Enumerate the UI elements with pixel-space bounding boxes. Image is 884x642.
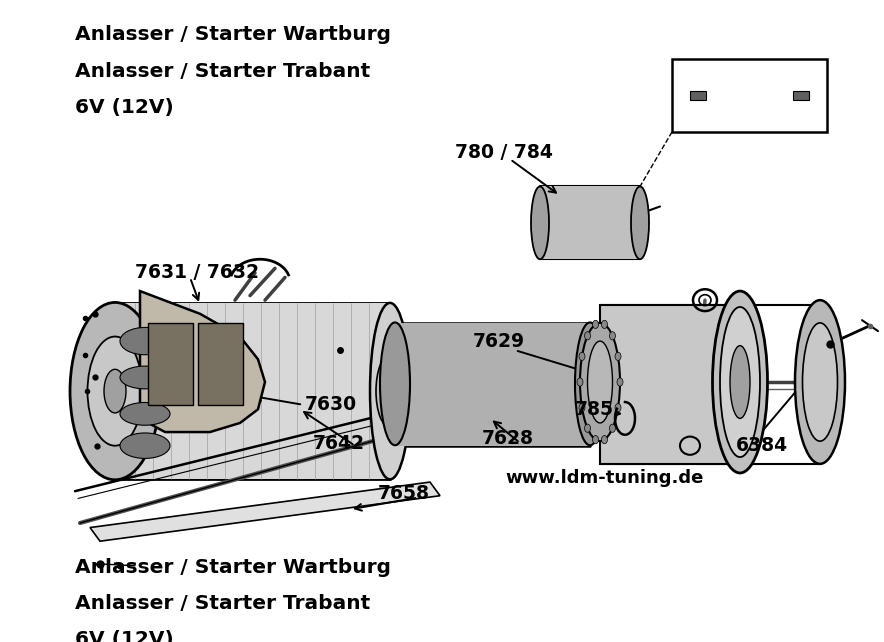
Ellipse shape xyxy=(588,341,613,423)
Polygon shape xyxy=(540,186,640,259)
Bar xyxy=(672,59,827,132)
Ellipse shape xyxy=(577,378,583,386)
Ellipse shape xyxy=(120,433,170,458)
Text: 785: 785 xyxy=(575,400,614,419)
Text: 7629: 7629 xyxy=(473,331,525,351)
Text: 7642: 7642 xyxy=(313,435,365,453)
Ellipse shape xyxy=(615,404,621,412)
Text: Anlasser / Starter Trabant: Anlasser / Starter Trabant xyxy=(75,594,370,613)
Ellipse shape xyxy=(720,307,760,457)
Ellipse shape xyxy=(579,404,585,412)
Ellipse shape xyxy=(601,435,607,444)
Text: Anlasser / Starter Trabant: Anlasser / Starter Trabant xyxy=(75,62,370,81)
Text: 780 / 784: 780 / 784 xyxy=(455,143,552,162)
Ellipse shape xyxy=(617,378,623,386)
Bar xyxy=(793,91,809,100)
Text: 7658: 7658 xyxy=(378,485,430,503)
Text: 6384: 6384 xyxy=(736,436,789,455)
Text: www.ldm-tuning.de: www.ldm-tuning.de xyxy=(505,469,704,487)
Ellipse shape xyxy=(120,366,170,389)
Ellipse shape xyxy=(584,424,591,432)
Ellipse shape xyxy=(592,320,598,329)
Ellipse shape xyxy=(70,302,160,480)
Ellipse shape xyxy=(592,435,598,444)
Ellipse shape xyxy=(795,300,845,464)
Ellipse shape xyxy=(120,327,170,355)
Ellipse shape xyxy=(531,186,549,259)
Ellipse shape xyxy=(803,323,837,441)
Bar xyxy=(690,91,706,100)
Ellipse shape xyxy=(631,186,649,259)
Ellipse shape xyxy=(579,352,585,360)
Ellipse shape xyxy=(580,323,620,441)
Ellipse shape xyxy=(584,332,591,340)
Ellipse shape xyxy=(376,355,404,428)
Ellipse shape xyxy=(609,424,615,432)
Ellipse shape xyxy=(601,320,607,329)
Ellipse shape xyxy=(713,291,767,473)
Polygon shape xyxy=(198,323,243,404)
Ellipse shape xyxy=(575,322,605,446)
Text: 7631 / 7632: 7631 / 7632 xyxy=(135,263,259,282)
Polygon shape xyxy=(395,323,590,446)
Polygon shape xyxy=(115,303,390,480)
Text: 7628: 7628 xyxy=(482,429,534,448)
Text: 6V (12V): 6V (12V) xyxy=(75,98,174,117)
Ellipse shape xyxy=(615,352,621,360)
Polygon shape xyxy=(148,323,193,404)
Text: 7630: 7630 xyxy=(305,395,357,414)
Text: Anlasser / Starter Wartburg: Anlasser / Starter Wartburg xyxy=(75,26,391,44)
Ellipse shape xyxy=(370,303,410,480)
Text: 6V (12V): 6V (12V) xyxy=(75,630,174,642)
Ellipse shape xyxy=(120,403,170,425)
Ellipse shape xyxy=(380,322,410,446)
Text: Anlasser / Starter Wartburg: Anlasser / Starter Wartburg xyxy=(75,558,391,577)
Polygon shape xyxy=(140,291,265,432)
Ellipse shape xyxy=(104,369,126,413)
Ellipse shape xyxy=(88,336,142,446)
Bar xyxy=(600,305,745,464)
Ellipse shape xyxy=(609,332,615,340)
Ellipse shape xyxy=(730,345,750,419)
Polygon shape xyxy=(90,482,440,541)
